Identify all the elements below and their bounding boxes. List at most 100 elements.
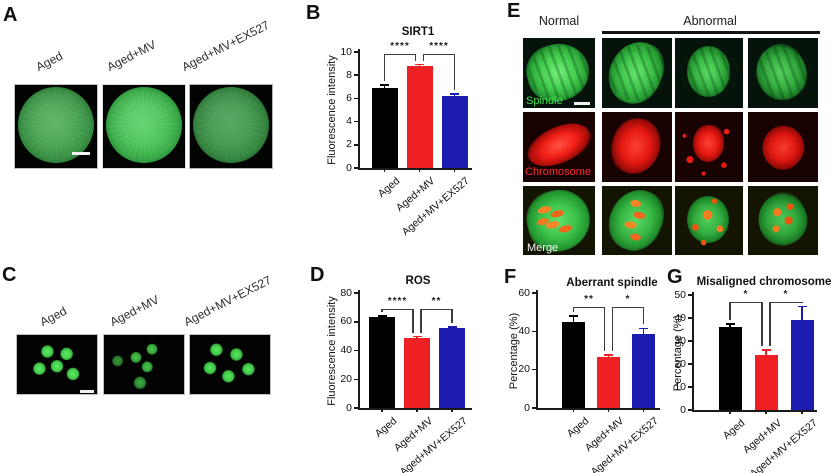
error-bar [572, 316, 575, 324]
panel-c-condition-label-aged: Aged [37, 303, 69, 329]
error-bar-cap [415, 63, 424, 66]
error-bar [453, 93, 456, 99]
bar-aged [562, 321, 585, 408]
aberrant-spindle-bar-chart: Aberrant spindle Percentage (%) 0 20 40 60 Age… [500, 240, 666, 473]
sig-bracket [423, 54, 455, 56]
merge-abnormal-1-micrograph [602, 186, 672, 255]
chromosome-abnormal-1-micrograph [602, 112, 672, 182]
x-category-label: Aged [373, 415, 400, 440]
bar-aged-mv [597, 357, 620, 408]
chart-title-G: Misaligned chromosome [696, 276, 831, 288]
sig-bracket [414, 54, 417, 61]
x-category-label: Aged [375, 175, 403, 200]
significance-label: * [625, 294, 631, 305]
panel-a-condition-label-aged: Aged [33, 48, 65, 74]
y-tick [354, 349, 360, 352]
x-category-label: Aged [564, 415, 592, 440]
scale-bar [72, 152, 90, 155]
bar-aged-mv-ex527 [632, 334, 655, 408]
chart-title-B: SIRT1 [401, 26, 435, 38]
merge-abnormal-3-micrograph [748, 186, 818, 255]
error-bar [801, 306, 803, 323]
y-tick [354, 321, 360, 323]
error-bar [607, 354, 610, 360]
y-axis-line [692, 292, 694, 410]
spindle-abnormal-3-micrograph [748, 38, 818, 108]
y-tick-label: 20 [340, 372, 352, 385]
sig-bracket [382, 309, 413, 311]
y-tick [688, 294, 694, 296]
sig-bracket [801, 302, 803, 303]
x-tick [642, 408, 645, 412]
error-bar-cap [569, 315, 578, 317]
bar-aged-mv-ex527 [439, 328, 465, 408]
x-tick [416, 408, 418, 412]
error-bar [383, 85, 386, 90]
x-tick [418, 168, 421, 172]
normal-column-header: Normal [538, 14, 580, 28]
y-tick [532, 407, 538, 409]
y-tick-label: 80 [340, 286, 352, 299]
sig-bracket [381, 309, 383, 312]
y-tick [532, 292, 538, 294]
y-tick-label: 60 [340, 315, 352, 328]
chromosome-row-label: Chromosome [525, 166, 592, 178]
significance-label: * [783, 289, 789, 300]
chromosome-normal-micrograph [523, 112, 595, 182]
sig-bracket [572, 307, 575, 312]
panel-c-condition-label-aged-mv: Aged+MV [107, 292, 162, 329]
error-bar-cap [377, 315, 387, 317]
x-tick [572, 408, 575, 412]
y-tick [354, 144, 360, 146]
sig-bracket [573, 307, 605, 309]
panel-e-letter: E [507, 0, 521, 22]
x-tick [383, 168, 386, 172]
oocyte-aged-mv-micrograph [102, 84, 186, 169]
panel-f-letter: F [504, 266, 517, 288]
sig-bracket [729, 302, 731, 320]
x-tick [801, 410, 803, 414]
chromosome-abnormal-3-micrograph [748, 112, 818, 182]
significance-label: **** [429, 41, 449, 52]
y-tick [688, 363, 694, 365]
x-axis-line [692, 410, 817, 412]
y-tick-label: 10 [340, 45, 352, 58]
abnormal-bracket-line [602, 31, 820, 34]
significance-label: ** [584, 294, 594, 305]
sig-bracket [612, 307, 644, 309]
merge-normal-micrograph [523, 186, 595, 255]
error-bar-cap [797, 305, 807, 308]
x-tick [765, 410, 767, 414]
sig-bracket [769, 302, 771, 347]
x-category-label: Aged [721, 417, 748, 442]
panel-a-condition-label-aged-mv-ex527: Aged+MV+EX527 [179, 17, 272, 74]
ros-aged-mv-micrograph [103, 334, 185, 395]
error-bar-cap [380, 84, 389, 86]
y-tick [532, 368, 538, 371]
significance-label: ** [431, 296, 442, 307]
bar-aged-mv [754, 354, 778, 410]
error-bar [765, 350, 767, 357]
abnormal-column-header: Abnormal [683, 14, 737, 28]
bar-aged-mv-ex527 [790, 320, 814, 410]
y-tick-label: 40 [518, 324, 530, 337]
error-bar [729, 323, 731, 330]
panel-a-letter: A [3, 4, 18, 26]
spindle-row-label: Spindle [526, 95, 563, 107]
oocyte-aged-mv-ex527-micrograph [189, 84, 273, 169]
error-bar-cap [412, 335, 422, 338]
error-bar-cap [450, 93, 459, 95]
y-tick-label: 0 [524, 401, 530, 414]
sig-bracket [770, 302, 802, 304]
x-tick [451, 408, 453, 412]
misaligned-chromosome-bar-chart: Misaligned chromosome Percentage (%) 0 10 20… [660, 240, 831, 473]
x-tick [607, 408, 610, 412]
sig-bracket [420, 309, 422, 333]
bar-aged [369, 317, 395, 408]
panel-b-letter: B [306, 2, 321, 24]
sig-bracket [642, 307, 645, 325]
sirt1-bar-chart: SIRT1 Fluorescence intensity 0 2 4 6 8 10 Aged Ag… [300, 0, 500, 240]
y-tick-label: 20 [518, 363, 530, 376]
sig-bracket [730, 302, 762, 304]
